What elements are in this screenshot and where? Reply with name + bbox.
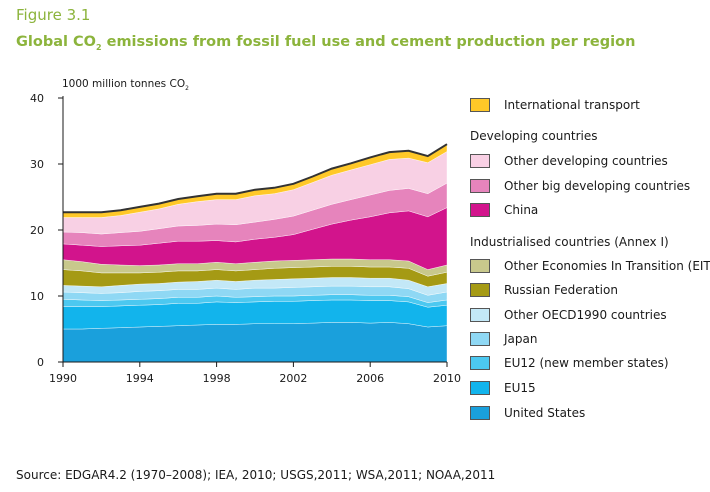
figure-label: Figure 3.1 xyxy=(16,6,91,24)
area-layers xyxy=(62,143,448,363)
legend-label: Russian Federation xyxy=(504,283,618,297)
legend-label: United States xyxy=(504,406,586,420)
legend-label: EU12 (new member states) xyxy=(504,356,669,370)
x-tick-label: 2010 xyxy=(433,372,461,385)
y-axis-label: 1000 million tonnes CO2 xyxy=(62,78,189,92)
legend-group-developing: Developing countries xyxy=(470,129,598,143)
x-tick-label: 1994 xyxy=(126,372,154,385)
legend-swatch xyxy=(470,203,490,217)
legend-label: Other Economies In Transition (EIT) xyxy=(504,259,710,273)
legend-label: International transport xyxy=(504,98,640,112)
legend-swatch xyxy=(470,356,490,370)
legend-label: Japan xyxy=(504,332,538,346)
chart-axes: 0 10 20 30 40 1990 1994 1998 2002 2006 2010 xyxy=(30,92,461,385)
y-tick-label: 10 xyxy=(30,290,44,303)
legend-label: Other developing countries xyxy=(504,154,668,168)
legend-swatch xyxy=(470,406,490,420)
y-axis-label-subscript: 2 xyxy=(185,85,189,93)
x-tick-label: 1990 xyxy=(49,372,77,385)
title-part-1: Global CO xyxy=(16,34,96,50)
legend-swatch xyxy=(470,308,490,322)
legend-item-japan: Japan xyxy=(470,330,537,348)
legend-label: EU15 xyxy=(504,381,536,395)
y-tick-label: 20 xyxy=(30,224,44,237)
legend-swatch xyxy=(470,381,490,395)
legend-swatch xyxy=(470,179,490,193)
legend-label: Other big developing countries xyxy=(504,179,691,193)
y-tick-label: 30 xyxy=(30,158,44,171)
legend-item-other-oecd: Other OECD1990 countries xyxy=(470,306,667,324)
x-tick-label: 1998 xyxy=(203,372,231,385)
legend-group-industrialised: Industrialised countries (Annex I) xyxy=(470,235,669,249)
x-tick-label: 2002 xyxy=(279,372,307,385)
y-tick-label: 40 xyxy=(30,92,44,105)
legend-item-china: China xyxy=(470,201,538,219)
legend-item-other-eit: Other Economies In Transition (EIT) xyxy=(470,257,710,275)
area-united-states xyxy=(62,322,448,363)
legend-item-eu15: EU15 xyxy=(470,379,536,397)
legend-item-international-transport: International transport xyxy=(470,96,640,114)
total-line xyxy=(63,143,448,214)
source-note: Source: EDGAR4.2 (1970–2008); IEA, 2010;… xyxy=(16,468,496,482)
y-tick-label: 0 xyxy=(37,356,44,369)
legend-item-russia: Russian Federation xyxy=(470,281,618,299)
x-tick-label: 2006 xyxy=(356,372,384,385)
legend-item-other-developing: Other developing countries xyxy=(470,152,668,170)
legend-swatch xyxy=(470,259,490,273)
legend-item-other-big-developing: Other big developing countries xyxy=(470,177,690,195)
legend-item-united-states: United States xyxy=(470,404,585,422)
legend-swatch xyxy=(470,332,490,346)
legend-swatch xyxy=(470,283,490,297)
legend-item-eu12: EU12 (new member states) xyxy=(470,354,669,372)
title-subscript: 2 xyxy=(95,42,102,52)
y-axis-label-text: 1000 million tonnes CO xyxy=(62,78,186,90)
title-part-2: emissions from fossil fuel use and cemen… xyxy=(101,34,636,50)
legend-swatch xyxy=(470,154,490,168)
legend-label: China xyxy=(504,203,539,217)
chart-title: Global CO2 emissions from fossil fuel us… xyxy=(16,34,635,52)
legend-swatch xyxy=(470,98,490,112)
legend-label: Other OECD1990 countries xyxy=(504,308,667,322)
